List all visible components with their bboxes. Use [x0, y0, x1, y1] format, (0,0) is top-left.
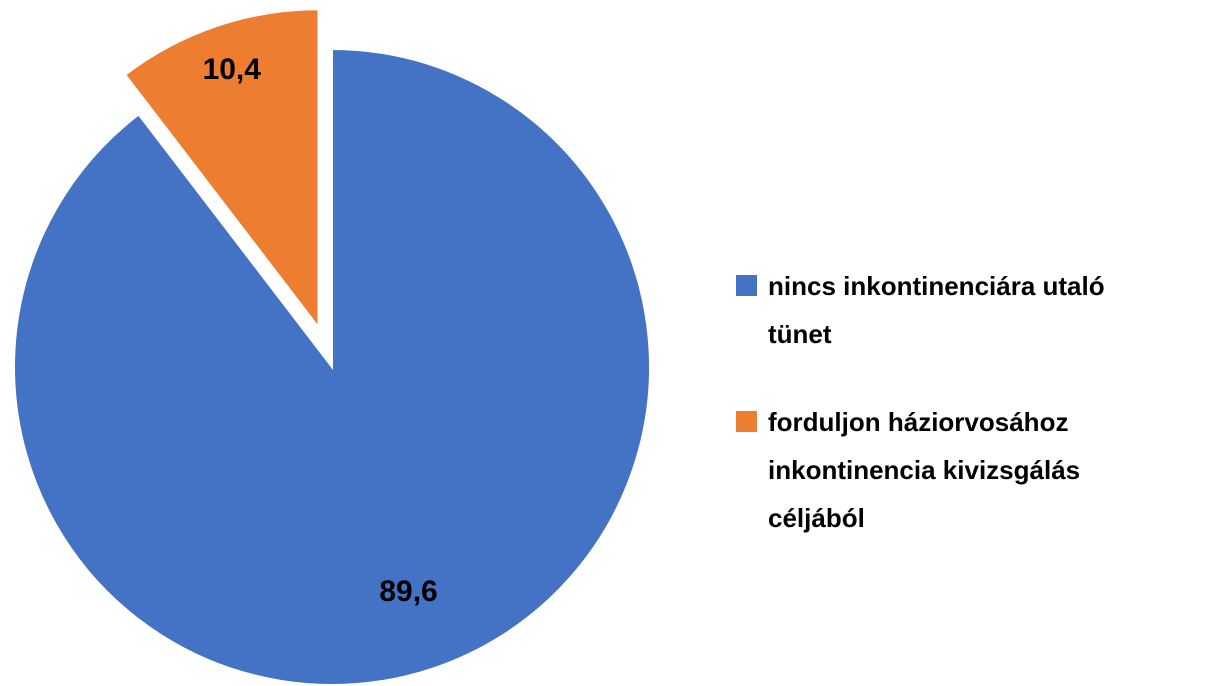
- pie-slice: [123, 8, 320, 331]
- legend-item: forduljon háziorvosához inkontinencia ki…: [736, 398, 1166, 542]
- legend-swatch: [736, 411, 757, 432]
- legend-swatch: [736, 275, 757, 296]
- chart: 89,6 10,4: [13, 8, 651, 686]
- legend-label: nincs inkontinenciára utaló tünet: [768, 271, 1105, 349]
- legend: nincs inkontinenciára utaló tünet fordulj…: [736, 262, 1166, 542]
- pie-slice: [13, 47, 651, 686]
- data-label: 89,6: [379, 575, 437, 608]
- data-label: 10,4: [203, 53, 262, 86]
- legend-item: nincs inkontinenciára utaló tünet: [736, 262, 1166, 358]
- legend-label: forduljon háziorvosához inkontinencia ki…: [768, 407, 1081, 533]
